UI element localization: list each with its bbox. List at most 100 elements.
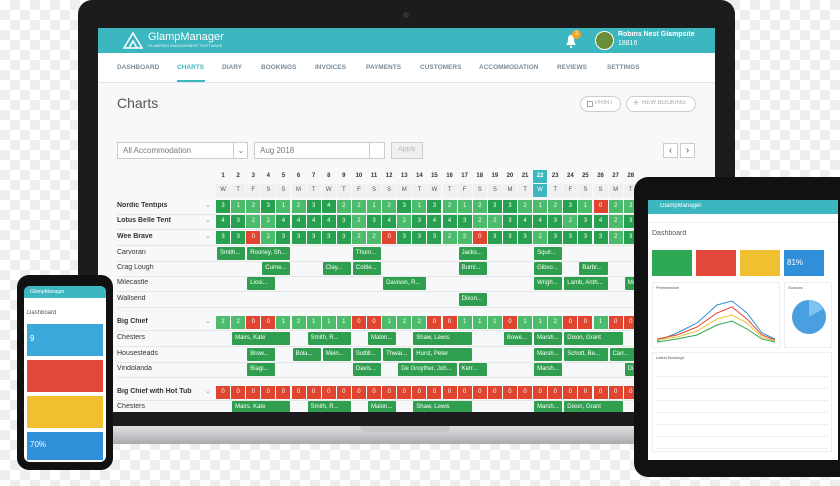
booking[interactable]: Smith... — [217, 247, 246, 260]
apply-button[interactable]: Apply — [391, 142, 423, 159]
nav-bar: DASHBOARD CHARTS DIARY BOOKINGS INVOICES PAYM… — [98, 53, 715, 83]
nav-item[interactable]: ACCOMMODATION — [479, 64, 539, 71]
day-number: 14 — [416, 173, 423, 179]
booking[interactable]: Shaw, Lewis — [413, 332, 472, 345]
booking[interactable]: Dixon... — [458, 293, 487, 306]
booking[interactable]: Liosi... — [247, 277, 276, 290]
booking[interactable]: Thom... — [352, 247, 382, 260]
nav-item[interactable]: DIARY — [222, 64, 242, 71]
availability-cell: 3 — [502, 231, 517, 244]
nav-item[interactable]: BOOKINGS — [261, 64, 297, 71]
row-toggle[interactable]: ⌄ — [205, 388, 211, 395]
availability-cell: 0 — [457, 386, 472, 399]
day-number: 7 — [311, 173, 316, 179]
row-toggle[interactable]: ⌄ — [205, 202, 211, 209]
booking[interactable]: Squir... — [534, 247, 563, 260]
weekday: W — [427, 184, 442, 197]
availability-cell: 0 — [336, 386, 351, 399]
booking[interactable]: Davison, R... — [383, 277, 427, 290]
availability-cell: 0 — [533, 386, 548, 399]
booking[interactable]: Thwai... — [383, 348, 412, 361]
booking[interactable]: Schott, Be... — [564, 348, 608, 361]
day-number: 24 — [567, 173, 574, 179]
booking[interactable]: Carr... — [609, 348, 638, 361]
next-month[interactable]: › — [680, 143, 695, 158]
booking[interactable]: Dixon, Grant — [564, 401, 623, 412]
availability-cell: 4 — [382, 215, 397, 228]
booking[interactable]: Mein... — [322, 348, 351, 361]
booking[interactable]: Jacks... — [458, 247, 487, 260]
booking[interactable]: Mairs, Kate — [232, 401, 291, 412]
availability-cell: 4 — [306, 215, 321, 228]
booking[interactable]: De Gruyther, Joh... — [398, 363, 457, 376]
booking[interactable]: Smith, R... — [307, 332, 351, 345]
availability-cell: 0 — [382, 231, 397, 244]
booking[interactable]: Shaw, Lewis — [413, 401, 472, 412]
avatar[interactable] — [595, 31, 614, 50]
booking[interactable]: Biagi... — [247, 363, 276, 376]
booking[interactable]: Cottie... — [352, 262, 382, 275]
booking[interactable]: Clay... — [322, 262, 351, 275]
booking[interactable]: Lamb, Anth... — [564, 277, 608, 290]
accommodation-select[interactable]: All Accommodation ⌄ — [117, 142, 248, 159]
row-toggle[interactable]: ⌄ — [205, 318, 211, 325]
booking[interactable]: Curne... — [262, 262, 291, 275]
app-header: GlampManager GLAMPING MANAGEMENT SOFTWAR… — [98, 28, 715, 53]
print-button[interactable]: PRINT — [580, 96, 621, 112]
month-input[interactable]: Aug 2018 — [254, 142, 385, 159]
booking[interactable]: Barbr... — [579, 262, 608, 275]
availability-cell: 1 — [533, 316, 548, 329]
day-number: 17 — [461, 173, 468, 179]
booking[interactable]: Bowe... — [503, 332, 533, 345]
weekday: T — [231, 184, 246, 197]
booking[interactable]: Malon... — [368, 332, 397, 345]
availability-cell: 3 — [578, 231, 593, 244]
nav-item[interactable]: INVOICES — [315, 64, 347, 71]
booking[interactable]: Hurst, Peter — [413, 348, 472, 361]
app-tagline: GLAMPING MANAGEMENT SOFTWARE — [148, 43, 223, 48]
sources-panel: Sources — [784, 282, 832, 348]
day-number: 27 — [612, 173, 619, 179]
weekday: T — [412, 184, 427, 197]
availability-cell: 0 — [321, 386, 336, 399]
booking[interactable]: Marsh... — [534, 332, 563, 345]
nav-item[interactable]: REVIEWS — [557, 64, 587, 71]
booking[interactable]: Davis... — [352, 363, 382, 376]
booking[interactable]: Marsh... — [534, 363, 563, 376]
nav-item[interactable]: CUSTOMERS — [420, 64, 462, 71]
availability-cell: 4 — [276, 215, 291, 228]
booking[interactable]: Suttill... — [352, 348, 382, 361]
booking[interactable]: Kerr... — [458, 363, 487, 376]
prev-month[interactable]: ‹ — [663, 143, 678, 158]
availability-cell: 1 — [367, 200, 382, 213]
nav-item[interactable]: PAYMENTS — [366, 64, 402, 71]
day-number: 23 — [551, 173, 559, 179]
weekday: S — [487, 184, 502, 197]
nav-item[interactable]: SETTINGS — [607, 64, 640, 71]
booking[interactable]: Marsh... — [534, 348, 563, 361]
nav-item[interactable]: DASHBOARD — [117, 64, 160, 71]
booking[interactable]: Dixon, Grant — [564, 332, 623, 345]
notification-badge: 2 — [572, 30, 581, 39]
row-toggle[interactable]: ⌄ — [205, 217, 211, 224]
booking[interactable]: Smith, R... — [307, 401, 351, 412]
booking[interactable]: Gibso... — [534, 262, 563, 275]
availability-cell: 1 — [457, 200, 472, 213]
group-name: Big Chief with Hot Tub — [117, 388, 192, 395]
booking[interactable]: Mairs, Kate — [232, 332, 291, 345]
booking[interactable]: Malon... — [368, 401, 397, 412]
nav-item[interactable]: CHARTS — [177, 64, 205, 71]
availability-cell: 0 — [261, 316, 276, 329]
row-toggle[interactable]: ⌄ — [205, 233, 211, 240]
availability-cell: 1 — [533, 200, 548, 213]
availability-cell: 0 — [608, 316, 623, 329]
new-booking-button[interactable]: + NEW BOOKING — [626, 96, 696, 112]
booking[interactable]: Burni... — [458, 262, 487, 275]
weekday: M — [291, 184, 306, 197]
booking[interactable]: Rooney, Sh... — [247, 247, 291, 260]
booking[interactable]: Bola... — [292, 348, 321, 361]
day-number: 3 — [251, 173, 255, 179]
booking[interactable]: Wrigh... — [534, 277, 563, 290]
booking[interactable]: Marsh... — [534, 401, 563, 412]
booking[interactable]: Brow... — [247, 348, 276, 361]
